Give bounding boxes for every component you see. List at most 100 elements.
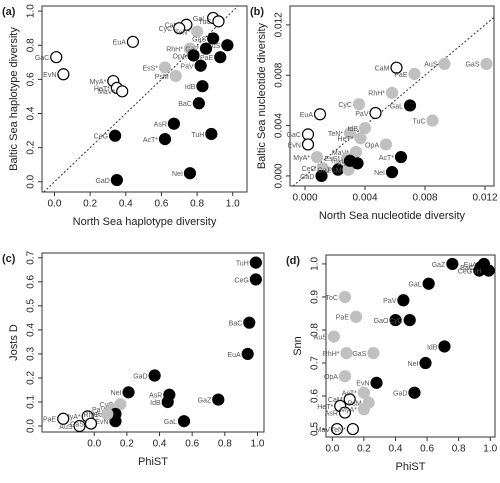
point-label: EsS* — [142, 65, 158, 72]
point-label: RhH* — [84, 412, 101, 419]
point — [340, 347, 353, 360]
y-tick-label: 0.6 — [26, 274, 37, 288]
point-label: EuA — [464, 262, 478, 269]
point — [385, 86, 399, 99]
y-tick-label: 0.4 — [26, 322, 37, 336]
point — [116, 85, 129, 98]
point-label: PsM — [328, 167, 342, 174]
point-label: AsR — [149, 393, 162, 400]
y-tick-label: 0.8 — [310, 323, 321, 337]
x-tick-label: 0.6 — [154, 199, 168, 210]
point-label: TuC — [413, 118, 426, 125]
point-label: GaO — [374, 318, 389, 325]
point — [338, 370, 352, 383]
point — [330, 422, 344, 436]
point-label: TuH — [236, 260, 249, 267]
point-label: IdB — [185, 84, 196, 91]
point-label: TuH — [469, 268, 482, 275]
y-tick-label: 1.0 — [310, 257, 321, 271]
point — [243, 316, 256, 329]
y-tick-label: 0.5 — [26, 298, 37, 312]
point-label: HeT* — [94, 86, 110, 93]
point-label: AsR — [325, 410, 338, 417]
point-label: AuS — [59, 424, 73, 431]
point-label: GaD — [393, 391, 407, 398]
x-tick-label: 0.6 — [420, 444, 434, 455]
point-label: AsR — [337, 161, 350, 168]
point-label: GaC — [35, 55, 49, 62]
point — [158, 133, 172, 146]
y-tick-label: 0.2 — [26, 371, 37, 385]
point-label: GaZ — [432, 262, 446, 269]
point — [438, 57, 451, 71]
x-tick-label: 0.2 — [120, 439, 134, 450]
point-label: CaM — [165, 23, 180, 30]
point-label: GaL — [193, 16, 206, 23]
point-label: OpA — [324, 374, 338, 381]
point-label: BaC — [178, 101, 192, 108]
point-label: AuS — [424, 62, 438, 69]
point — [173, 22, 186, 35]
point — [422, 277, 435, 290]
point-label: AcT* — [379, 155, 394, 162]
point — [367, 347, 380, 360]
y-tick-label: 1.0 — [26, 4, 37, 18]
point-label: GaC — [287, 132, 301, 139]
point — [73, 419, 86, 433]
point — [214, 51, 227, 64]
plot-frame — [289, 5, 495, 187]
point — [207, 32, 220, 45]
y-tick-label: 0.7 — [26, 250, 37, 264]
x-tick-label: 0.0 — [87, 439, 101, 450]
point — [183, 167, 197, 180]
panel-label: (b) — [250, 6, 264, 18]
point — [249, 256, 262, 269]
point-label: BaC — [460, 265, 474, 272]
y-tick-label: 0.8 — [26, 38, 37, 52]
x-axis-label: PhiST — [138, 456, 168, 468]
y-tick-label: 0.7 — [310, 356, 321, 370]
point — [187, 49, 200, 62]
point — [358, 121, 372, 135]
point — [196, 80, 209, 93]
point-label: ToC — [326, 295, 338, 302]
x-tick-label: 0.000 — [292, 193, 317, 204]
y-axis-label: Snn — [292, 336, 304, 356]
point-label: AcT* — [143, 137, 158, 144]
point-label: AuS — [314, 334, 328, 341]
point-label: EvN — [95, 419, 108, 426]
point — [370, 376, 383, 389]
point — [50, 51, 63, 64]
y-axis-label: Josts D — [8, 324, 20, 361]
y-tick-label: 0.000 — [274, 163, 285, 188]
point — [148, 369, 161, 382]
point — [389, 313, 402, 327]
point-label: PaE — [43, 417, 57, 424]
point-label: PsM — [155, 74, 169, 81]
point — [403, 313, 416, 327]
point-label: OpA — [173, 53, 187, 60]
point — [205, 127, 218, 141]
point — [241, 347, 254, 361]
point-label: GaS — [192, 36, 206, 43]
plot-frame — [41, 5, 248, 193]
y-axis-label: Baltic Sea nucleotide diversity — [256, 22, 268, 169]
y-tick-label: 0.012 — [274, 12, 285, 37]
x-tick-label: 0.0 — [48, 199, 62, 210]
point-label: NeI — [374, 170, 385, 177]
y-tick-label: 0.4 — [26, 106, 37, 120]
point-label: HeT* — [317, 404, 333, 411]
point-label: RhH* — [368, 91, 385, 98]
y-tick-label: 0.9 — [310, 290, 321, 304]
point — [101, 407, 114, 421]
point-label: EvN — [43, 72, 56, 79]
x-tick-label: 0.6 — [185, 439, 199, 450]
point — [221, 39, 234, 52]
point — [343, 393, 356, 406]
point — [109, 415, 122, 428]
point-label: EsS* — [324, 156, 340, 163]
point-label: PaE — [336, 315, 350, 322]
y-tick-label: 0.0 — [26, 419, 37, 433]
point-label: GaL — [390, 103, 403, 110]
point — [390, 61, 403, 74]
